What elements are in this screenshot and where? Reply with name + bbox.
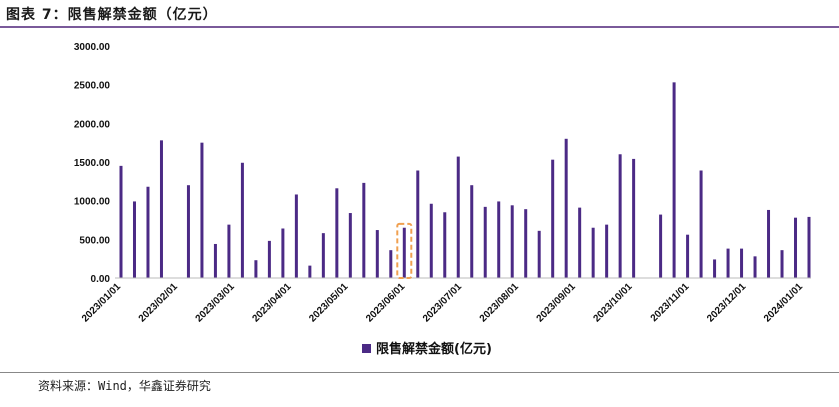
bar — [416, 170, 420, 278]
bar — [159, 140, 163, 278]
bar — [713, 259, 717, 278]
x-tick-label: 2023/03/01 — [194, 281, 237, 324]
x-tick-label: 2023/09/01 — [535, 281, 578, 324]
bar — [686, 234, 690, 278]
bar — [348, 213, 352, 278]
x-tick-label: 2023/05/01 — [307, 281, 350, 324]
bar — [308, 265, 312, 278]
y-tick-label: 2000.00 — [74, 119, 111, 130]
bar — [470, 185, 474, 278]
bar — [740, 248, 744, 278]
bar — [483, 206, 487, 278]
x-tick-label: 2023/07/01 — [421, 281, 464, 324]
bar — [335, 188, 339, 278]
bar — [132, 201, 136, 278]
y-tick-label: 1000.00 — [74, 197, 111, 208]
bar — [186, 185, 190, 278]
bar — [618, 154, 622, 278]
bar — [605, 224, 609, 278]
x-tick-label: 2024/01/01 — [762, 281, 805, 324]
x-tick-label: 2023/06/01 — [364, 281, 407, 324]
bar — [227, 224, 231, 278]
bar — [551, 159, 555, 278]
y-tick-label: 3000.00 — [74, 42, 111, 53]
x-tick-label: 2023/02/01 — [137, 281, 180, 324]
bar — [632, 158, 636, 278]
highlight-rect — [396, 222, 413, 280]
bar — [321, 233, 325, 278]
bar — [389, 250, 393, 278]
x-tick-label: 2023/04/01 — [250, 281, 293, 324]
bar — [767, 209, 771, 278]
y-tick-label: 500.00 — [79, 235, 110, 246]
y-tick-label: 2500.00 — [74, 81, 111, 92]
bar — [780, 250, 784, 278]
bar — [200, 142, 204, 278]
bar — [402, 227, 406, 278]
x-tick-label: 2023/10/01 — [591, 281, 634, 324]
bar — [807, 216, 811, 278]
bar — [753, 256, 757, 278]
bar — [726, 248, 730, 278]
bar — [659, 214, 663, 278]
bar — [429, 203, 433, 278]
bar — [524, 209, 528, 278]
bar — [254, 260, 258, 278]
bar — [672, 82, 676, 278]
bar — [146, 186, 150, 278]
bar — [294, 194, 298, 278]
y-tick-label: 0.00 — [91, 274, 111, 285]
figure-title: 图表 7：限售解禁金额（亿元） — [6, 7, 218, 23]
bar — [240, 162, 244, 278]
bars — [119, 82, 811, 278]
bar — [456, 156, 460, 278]
bar — [564, 138, 568, 278]
highlight-box — [396, 222, 413, 280]
legend-swatch — [362, 344, 371, 353]
bar — [119, 165, 123, 278]
bar — [267, 240, 271, 278]
bar — [537, 230, 541, 278]
source-rule — [0, 372, 839, 373]
bar — [281, 228, 285, 278]
x-tick-label: 2023/08/01 — [478, 281, 521, 324]
x-tick-label: 2023/12/01 — [705, 281, 748, 324]
bar — [362, 182, 366, 278]
bar — [497, 201, 501, 278]
bar — [443, 212, 447, 278]
bar — [510, 205, 514, 278]
source-note: 资料来源：Wind，华鑫证券研究 — [38, 379, 211, 393]
bar — [699, 170, 703, 278]
bar — [375, 230, 379, 278]
x-tick-label: 2023/11/01 — [649, 281, 692, 324]
bar — [794, 217, 798, 278]
legend: 限售解禁金额(亿元) — [362, 341, 492, 357]
y-axis: 0.00 500.00 1000.00 1500.00 2000.00 2500.00 30… — [74, 42, 111, 285]
x-tick-label: 2023/01/01 — [80, 281, 123, 324]
y-tick-label: 1500.00 — [74, 158, 111, 169]
x-axis: 2023/01/01 2023/02/01 2023/03/01 2023/04/01… — [80, 281, 805, 324]
bar — [578, 207, 582, 278]
legend-label: 限售解禁金额(亿元) — [376, 341, 492, 357]
bar — [213, 243, 217, 278]
title-rule — [0, 26, 839, 28]
bar — [591, 227, 595, 278]
bar-chart: 0.00 500.00 1000.00 1500.00 2000.00 2500.00 30… — [74, 42, 811, 357]
